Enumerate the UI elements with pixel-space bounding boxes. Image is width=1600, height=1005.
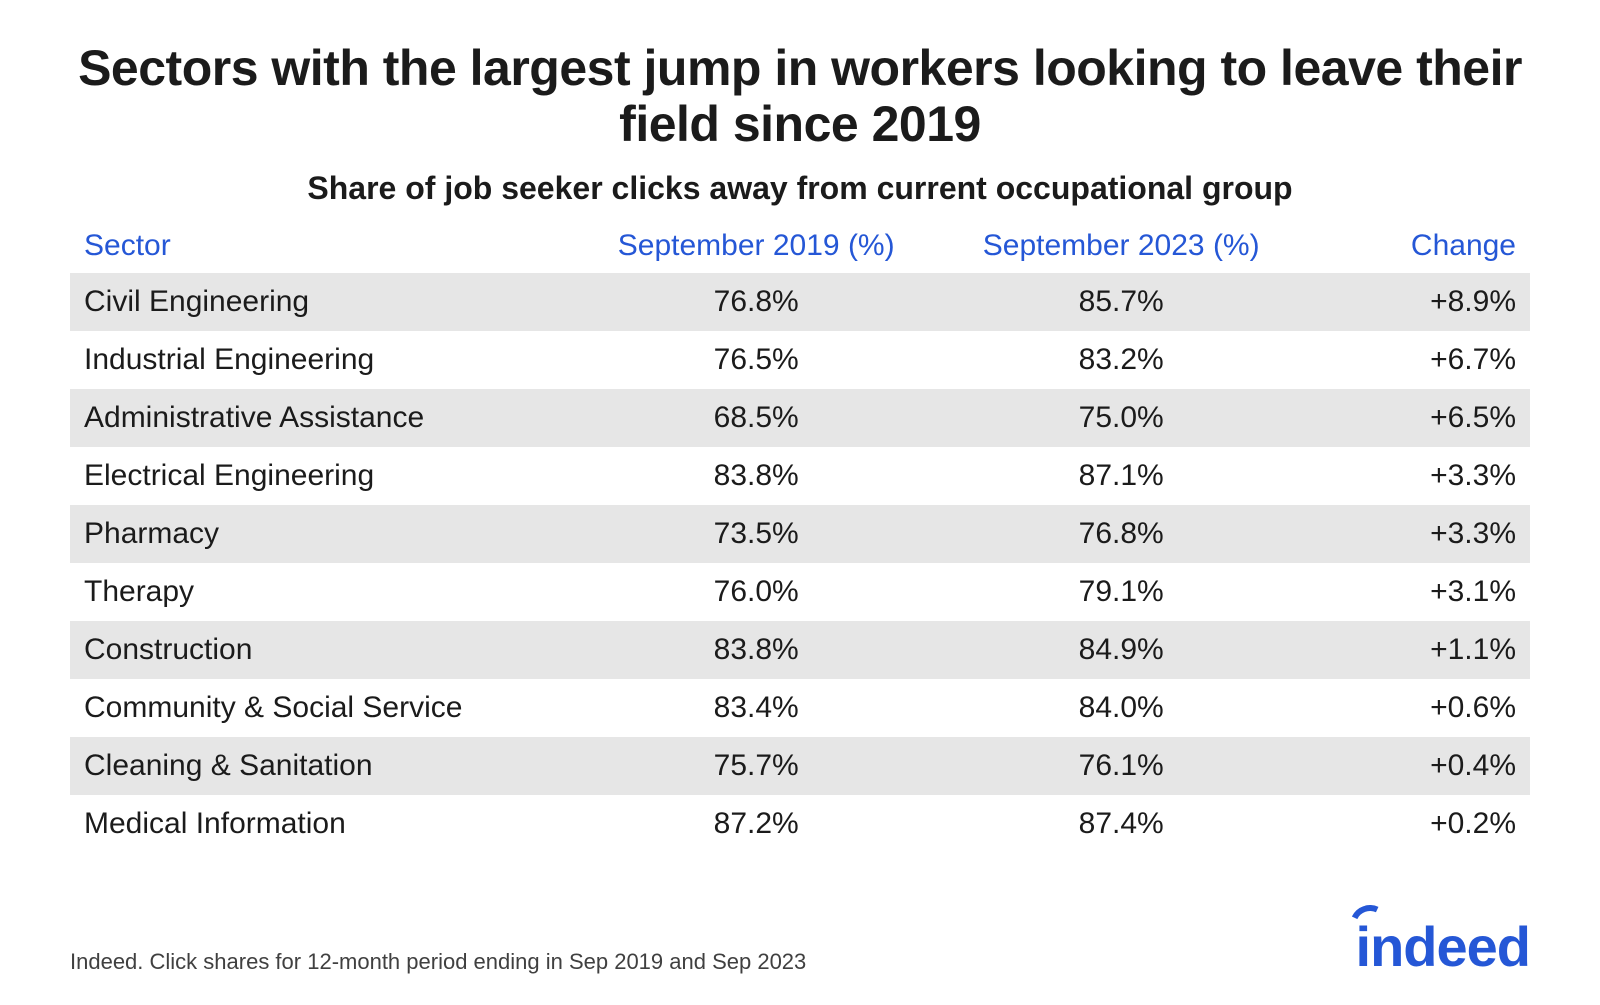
value-2019: 83.8% bbox=[581, 621, 931, 679]
value-2023: 87.4% bbox=[931, 795, 1311, 853]
value-2019: 83.4% bbox=[581, 679, 931, 737]
value-change: +1.1% bbox=[1311, 621, 1530, 679]
table-row: Medical Information87.2%87.4%+0.2% bbox=[70, 795, 1530, 853]
table-row: Community & Social Service83.4%84.0%+0.6… bbox=[70, 679, 1530, 737]
indeed-logo: indeed bbox=[1356, 903, 1530, 975]
table-row: Cleaning & Sanitation75.7%76.1%+0.4% bbox=[70, 737, 1530, 795]
value-change: +3.3% bbox=[1311, 505, 1530, 563]
sector: Administrative Assistance bbox=[70, 389, 581, 447]
value-change: +0.2% bbox=[1311, 795, 1530, 853]
table-row: Pharmacy73.5%76.8%+3.3% bbox=[70, 505, 1530, 563]
value-2019: 87.2% bbox=[581, 795, 931, 853]
value-2023: 76.8% bbox=[931, 505, 1311, 563]
chart-title: Sectors with the largest jump in workers… bbox=[70, 40, 1530, 152]
value-change: +8.9% bbox=[1311, 273, 1530, 331]
value-change: +3.3% bbox=[1311, 447, 1530, 505]
sector: Therapy bbox=[70, 563, 581, 621]
value-2023: 84.9% bbox=[931, 621, 1311, 679]
sector: Community & Social Service bbox=[70, 679, 581, 737]
table-row: Industrial Engineering76.5%83.2%+6.7% bbox=[70, 331, 1530, 389]
table-row: Therapy76.0%79.1%+3.1% bbox=[70, 563, 1530, 621]
value-2023: 76.1% bbox=[931, 737, 1311, 795]
chart-subtitle: Share of job seeker clicks away from cur… bbox=[70, 170, 1530, 207]
value-2019: 83.8% bbox=[581, 447, 931, 505]
sector: Civil Engineering bbox=[70, 273, 581, 331]
sector: Electrical Engineering bbox=[70, 447, 581, 505]
footnote: Indeed. Click shares for 12-month period… bbox=[70, 949, 806, 975]
sector: Cleaning & Sanitation bbox=[70, 737, 581, 795]
table-row: Administrative Assistance68.5%75.0%+6.5% bbox=[70, 389, 1530, 447]
value-2019: 76.0% bbox=[581, 563, 931, 621]
value-change: +0.4% bbox=[1311, 737, 1530, 795]
col-header-2023: September 2023 (%) bbox=[931, 221, 1311, 273]
value-2019: 73.5% bbox=[581, 505, 931, 563]
value-2023: 85.7% bbox=[931, 273, 1311, 331]
value-2019: 76.5% bbox=[581, 331, 931, 389]
value-change: +3.1% bbox=[1311, 563, 1530, 621]
value-2019: 76.8% bbox=[581, 273, 931, 331]
table-row: Civil Engineering76.8%85.7%+8.9% bbox=[70, 273, 1530, 331]
sector: Pharmacy bbox=[70, 505, 581, 563]
value-2019: 68.5% bbox=[581, 389, 931, 447]
value-2023: 87.1% bbox=[931, 447, 1311, 505]
col-header-change: Change bbox=[1311, 221, 1530, 273]
value-change: +6.5% bbox=[1311, 389, 1530, 447]
sector: Construction bbox=[70, 621, 581, 679]
table-row: Electrical Engineering83.8%87.1%+3.3% bbox=[70, 447, 1530, 505]
sector: Medical Information bbox=[70, 795, 581, 853]
value-change: +0.6% bbox=[1311, 679, 1530, 737]
value-change: +6.7% bbox=[1311, 331, 1530, 389]
value-2023: 84.0% bbox=[931, 679, 1311, 737]
table-header-row: Sector September 2019 (%) September 2023… bbox=[70, 221, 1530, 273]
value-2023: 75.0% bbox=[931, 389, 1311, 447]
value-2023: 79.1% bbox=[931, 563, 1311, 621]
value-2023: 83.2% bbox=[931, 331, 1311, 389]
col-header-sector: Sector bbox=[70, 221, 581, 273]
col-header-2019: September 2019 (%) bbox=[581, 221, 931, 273]
sector: Industrial Engineering bbox=[70, 331, 581, 389]
table-row: Construction83.8%84.9%+1.1% bbox=[70, 621, 1530, 679]
data-table: Sector September 2019 (%) September 2023… bbox=[70, 221, 1530, 853]
value-2019: 75.7% bbox=[581, 737, 931, 795]
